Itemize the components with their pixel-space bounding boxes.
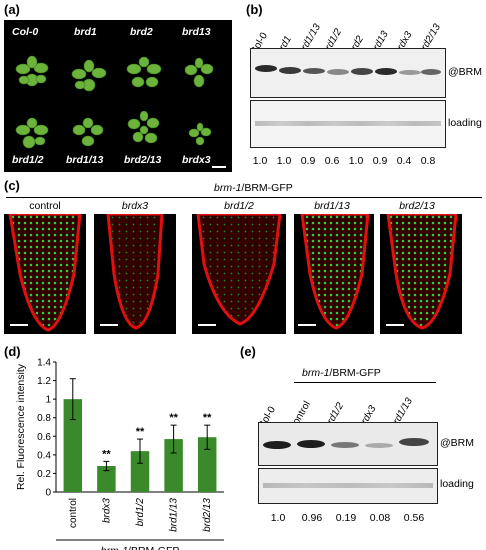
scale-bar	[212, 166, 226, 168]
root-label-brd1-2: brd1/2	[224, 200, 254, 212]
quant-b-brd1-2: 0.6	[324, 155, 340, 167]
seedling-photo: Col-0 brd1 brd2 brd13 brd1/2 brd1/13 brd…	[4, 20, 232, 172]
construct-label-d: brm-1/BRM-GFP	[101, 545, 180, 550]
blot-band	[303, 68, 325, 74]
y-tick-label: 1.2	[37, 376, 51, 387]
construct-label-e: brm-1/BRM-GFP	[302, 367, 381, 379]
genotype-label-brd1: brd1	[74, 26, 97, 38]
loading-label-b: loading	[448, 117, 482, 129]
loading-band	[255, 121, 441, 126]
x-tick-label: brdx3	[101, 498, 112, 523]
root-label-brdx3: brdx3	[121, 200, 149, 212]
significance-mark: **	[136, 426, 145, 438]
quant-b-brd2-13: 0.8	[420, 155, 436, 167]
construct-label-c: brm-1/BRM-GFP	[214, 182, 293, 194]
quant-e-brdx3: 0.08	[369, 512, 391, 524]
x-tick-label: brd2/13	[202, 498, 213, 532]
bar-brd2-13	[197, 437, 217, 492]
quant-e-control: 0.96	[301, 512, 323, 524]
root-label-brd2-13: brd2/13	[399, 200, 435, 212]
y-tick-label: 0.4	[37, 450, 51, 461]
x-tick-label: control	[68, 498, 79, 528]
panel-b-label: (b)	[246, 2, 263, 17]
blot-band	[327, 69, 349, 75]
quant-b-brdx3: 0.4	[396, 155, 412, 167]
loading-blot-b	[250, 100, 446, 148]
root-image-brdx3	[94, 214, 176, 334]
blot-band	[297, 440, 325, 448]
blot-band	[279, 67, 301, 74]
blot-band	[331, 442, 359, 448]
quant-b-brd2: 1.0	[348, 155, 364, 167]
root-image-brd1-13	[294, 214, 374, 334]
quant-b-col0: 1.0	[252, 155, 268, 167]
fluorescence-bar-chart: 0 0.2 0.4 0.6 0.8 1 1.2 1.4 Rel. Fluorescence in…	[15, 358, 224, 550]
quant-b-brd1: 1.0	[276, 155, 292, 167]
quant-b-brd13: 0.9	[372, 155, 388, 167]
y-tick-label: 1	[45, 395, 51, 406]
brm-western-blot-e	[258, 422, 438, 466]
construct-underline-c	[6, 197, 482, 198]
y-tick-label: 1.4	[37, 358, 51, 369]
root-image-control	[4, 214, 86, 334]
root-label-brd1-13: brd1/13	[314, 200, 350, 212]
y-tick-label: 0.6	[37, 432, 51, 443]
root-image-brd1-2	[192, 214, 286, 334]
antibody-label-e: @BRM	[440, 437, 474, 449]
genotype-label-brd1-13: brd1/13	[66, 154, 104, 166]
root-label-control: control	[29, 200, 61, 212]
y-tick-label: 0.2	[37, 469, 51, 480]
genotype-label-col0: Col-0	[12, 26, 39, 38]
antibody-label-b: @BRM	[448, 66, 482, 78]
y-tick-label: 0.8	[37, 413, 51, 424]
panel-d-label: (d)	[4, 344, 21, 359]
panel-e-label: (e)	[240, 344, 256, 359]
genotype-label-brd1-2: brd1/2	[12, 154, 44, 166]
genotype-label-brd13: brd13	[182, 26, 211, 38]
loading-blot-e	[258, 468, 438, 504]
genotype-label-brd2: brd2	[130, 26, 153, 38]
panel-c-label: (c)	[4, 178, 20, 193]
blot-band	[255, 65, 277, 72]
bar-control	[63, 399, 83, 492]
significance-mark: **	[169, 412, 178, 424]
y-axis-label: Rel. Fluorescence intensity	[15, 363, 27, 490]
panel-a-label: (a)	[4, 2, 20, 17]
bar-brd1-2	[130, 451, 150, 492]
genotype-label-brdx3: brdx3	[182, 154, 211, 166]
quant-e-brd1-2: 0.19	[335, 512, 357, 524]
quant-b-brd1-13: 0.9	[300, 155, 316, 167]
blot-band	[351, 68, 373, 75]
root-confocal-images	[4, 214, 462, 334]
construct-underline-e	[294, 382, 436, 383]
quant-e-brd1-13: 0.56	[403, 512, 425, 524]
root-image-brd2-13	[380, 214, 462, 334]
blot-band	[421, 69, 441, 75]
bar-brdx3	[97, 466, 116, 492]
quant-e-col0: 1.0	[270, 512, 286, 524]
brm-western-blot	[250, 48, 446, 98]
blot-band	[399, 70, 421, 75]
blot-band	[365, 443, 393, 448]
significance-mark: **	[102, 448, 111, 460]
blot-band	[375, 68, 397, 75]
x-tick-label: brd1/13	[169, 498, 180, 532]
loading-label-e: loading	[440, 478, 474, 490]
y-tick-label: 0	[45, 488, 51, 499]
significance-mark: **	[203, 412, 212, 424]
bar-brd1-13	[164, 439, 183, 492]
blot-band	[399, 438, 429, 446]
genotype-label-brd2-13: brd2/13	[124, 154, 162, 166]
x-tick-label: brd1/2	[135, 498, 146, 527]
loading-band	[263, 483, 433, 488]
blot-band	[263, 441, 291, 449]
seedling-rosettes	[15, 55, 214, 149]
